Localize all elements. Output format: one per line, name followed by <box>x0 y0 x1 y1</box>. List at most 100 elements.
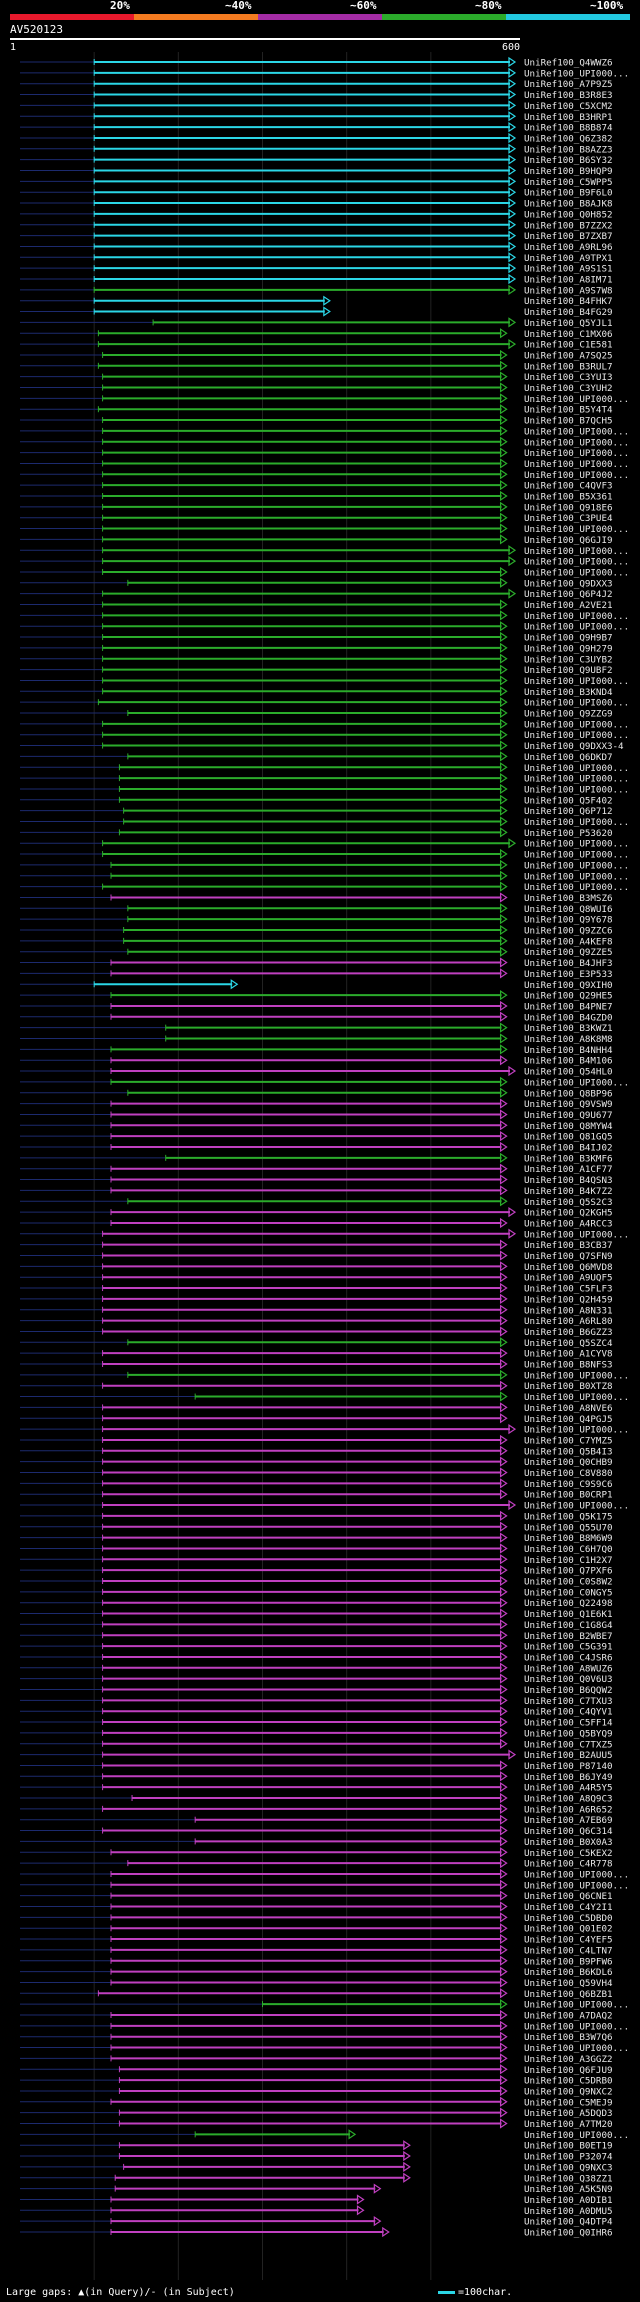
hit-label[interactable]: UniRef100_A3GGZ2 <box>524 2054 613 2065</box>
hit-label[interactable]: UniRef100_B3W7Q6 <box>524 2032 613 2043</box>
hit-label[interactable]: UniRef100_C3UYB2 <box>524 654 613 665</box>
hit-label[interactable]: UniRef100_C4JSR6 <box>524 1652 613 1663</box>
hit-label[interactable]: UniRef100_UPI000... <box>524 1229 629 1240</box>
hit-label[interactable]: UniRef100_B4JHF3 <box>524 958 613 969</box>
hit-label[interactable]: UniRef100_Q5K175 <box>524 1511 613 1522</box>
hit-label[interactable]: UniRef100_B4IJ02 <box>524 1143 613 1154</box>
hit-label[interactable]: UniRef100_P87140 <box>524 1761 613 1772</box>
hit-label[interactable]: UniRef100_C3YUH2 <box>524 383 613 394</box>
hit-label[interactable]: UniRef100_A0DMU5 <box>524 2206 613 2217</box>
hit-label[interactable]: UniRef100_B7ZXB7 <box>524 231 613 242</box>
hit-label[interactable]: UniRef100_B5Y4T4 <box>524 405 613 416</box>
hit-label[interactable]: UniRef100_B4PNE7 <box>524 1001 613 1012</box>
hit-label[interactable]: UniRef100_A8Q9C3 <box>524 1794 613 1805</box>
hit-label[interactable]: UniRef100_C1H2X7 <box>524 1555 613 1566</box>
hit-label[interactable]: UniRef100_E3P533 <box>524 969 613 980</box>
hit-label[interactable]: UniRef100_Q9ZZE5 <box>524 947 613 958</box>
hit-label[interactable]: UniRef100_UPI000... <box>524 567 629 578</box>
hit-label[interactable]: UniRef100_Q6DKD7 <box>524 752 613 763</box>
hit-label[interactable]: UniRef100_Q4DTP4 <box>524 2217 613 2228</box>
hit-label[interactable]: UniRef100_C5KEX2 <box>524 1848 613 1859</box>
hit-label[interactable]: UniRef100_P32074 <box>524 2152 613 2163</box>
hit-label[interactable]: UniRef100_C5XCM2 <box>524 101 613 112</box>
hit-label[interactable]: UniRef100_Q5B4I3 <box>524 1446 613 1457</box>
hit-label[interactable]: UniRef100_UPI000... <box>524 850 629 861</box>
hit-label[interactable]: UniRef100_Q59VH4 <box>524 1978 613 1989</box>
hit-label[interactable]: UniRef100_B4QSN3 <box>524 1175 613 1186</box>
hit-label[interactable]: UniRef100_P53620 <box>524 828 613 839</box>
hit-label[interactable]: UniRef100_B2AUU5 <box>524 1750 613 1761</box>
hit-label[interactable]: UniRef100_C1G8G4 <box>524 1620 613 1631</box>
hit-label[interactable]: UniRef100_B4FG29 <box>524 307 613 318</box>
hit-label[interactable]: UniRef100_Q8WUI6 <box>524 904 613 915</box>
hit-label[interactable]: UniRef100_Q4PGJ5 <box>524 1414 613 1425</box>
hit-label[interactable]: UniRef100_C5FF14 <box>524 1718 613 1729</box>
hit-label[interactable]: UniRef100_B3CB37 <box>524 1240 613 1251</box>
hit-label[interactable]: UniRef100_Q2H459 <box>524 1294 613 1305</box>
hit-label[interactable]: UniRef100_Q38ZZ1 <box>524 2173 613 2184</box>
hit-label[interactable]: UniRef100_A4KEF8 <box>524 936 613 947</box>
hit-label[interactable]: UniRef100_B0CRP1 <box>524 1490 613 1501</box>
hit-label[interactable]: UniRef100_A8NVE6 <box>524 1403 613 1414</box>
hit-label[interactable]: UniRef100_A7SQ25 <box>524 350 613 361</box>
hit-label[interactable]: UniRef100_Q55U70 <box>524 1522 613 1533</box>
hit-label[interactable]: UniRef100_C7TXZ5 <box>524 1739 613 1750</box>
hit-label[interactable]: UniRef100_C5FLF3 <box>524 1284 613 1295</box>
hit-label[interactable]: UniRef100_Q9H9B7 <box>524 633 613 644</box>
hit-label[interactable]: UniRef100_UPI000... <box>524 882 629 893</box>
hit-label[interactable]: UniRef100_Q1E6K1 <box>524 1609 613 1620</box>
hit-label[interactable]: UniRef100_B3R8E3 <box>524 90 613 101</box>
hit-label[interactable]: UniRef100_Q9NXC2 <box>524 2086 613 2097</box>
hit-label[interactable]: UniRef100_A7DAQ2 <box>524 2011 613 2022</box>
hit-label[interactable]: UniRef100_Q6C314 <box>524 1826 613 1837</box>
hit-label[interactable]: UniRef100_B3RUL7 <box>524 361 613 372</box>
hit-label[interactable]: UniRef100_A8IM71 <box>524 275 613 286</box>
hit-label[interactable]: UniRef100_Q6MVD8 <box>524 1262 613 1273</box>
hit-label[interactable]: UniRef100_UPI000... <box>524 394 629 405</box>
hit-label[interactable]: UniRef100_C5DBD0 <box>524 1913 613 1924</box>
hit-label[interactable]: UniRef100_UPI000... <box>524 459 629 470</box>
hit-label[interactable]: UniRef100_A2VE21 <box>524 600 613 611</box>
hit-label[interactable]: UniRef100_Q0CHB9 <box>524 1457 613 1468</box>
hit-label[interactable]: UniRef100_UPI000... <box>524 2130 629 2141</box>
hit-label[interactable]: UniRef100_C3YUI3 <box>524 372 613 383</box>
hit-label[interactable]: UniRef100_B6KDL6 <box>524 1967 613 1978</box>
hit-label[interactable]: UniRef100_B0XTZ8 <box>524 1381 613 1392</box>
hit-label[interactable]: UniRef100_Q0IHR6 <box>524 2228 613 2239</box>
hit-label[interactable]: UniRef100_C4QVF3 <box>524 481 613 492</box>
hit-label[interactable]: UniRef100_B6SY32 <box>524 155 613 166</box>
hit-label[interactable]: UniRef100_UPI000... <box>524 546 629 557</box>
hit-label[interactable]: UniRef100_C7YMZ5 <box>524 1435 613 1446</box>
hit-label[interactable]: UniRef100_B5X361 <box>524 492 613 503</box>
hit-label[interactable]: UniRef100_A1CF77 <box>524 1164 613 1175</box>
hit-label[interactable]: UniRef100_Q81GQ5 <box>524 1132 613 1143</box>
hit-label[interactable]: UniRef100_Q9XIH0 <box>524 980 613 991</box>
hit-label[interactable]: UniRef100_Q4WWZ6 <box>524 58 613 69</box>
hit-label[interactable]: UniRef100_B8AJK8 <box>524 199 613 210</box>
hit-label[interactable]: UniRef100_C1E581 <box>524 340 613 351</box>
hit-label[interactable]: UniRef100_A6RL80 <box>524 1316 613 1327</box>
hit-label[interactable]: UniRef100_C9S9C6 <box>524 1479 613 1490</box>
hit-label[interactable]: UniRef100_B0ET19 <box>524 2141 613 2152</box>
hit-label[interactable]: UniRef100_UPI000... <box>524 719 629 730</box>
hit-label[interactable]: UniRef100_UPI000... <box>524 2043 629 2054</box>
hit-label[interactable]: UniRef100_UPI000... <box>524 2000 629 2011</box>
hit-label[interactable]: UniRef100_B8M6W9 <box>524 1533 613 1544</box>
hit-label[interactable]: UniRef100_B4FHK7 <box>524 296 613 307</box>
hit-label[interactable]: UniRef100_Q6FJU9 <box>524 2065 613 2076</box>
hit-label[interactable]: UniRef100_C4YEF5 <box>524 1935 613 1946</box>
hit-label[interactable]: UniRef100_A0DIB1 <box>524 2195 613 2206</box>
hit-label[interactable]: UniRef100_Q9NXC3 <box>524 2162 613 2173</box>
hit-label[interactable]: UniRef100_B9F6L0 <box>524 188 613 199</box>
hit-label[interactable]: UniRef100_C5G391 <box>524 1642 613 1653</box>
hit-label[interactable]: UniRef100_UPI000... <box>524 1392 629 1403</box>
hit-label[interactable]: UniRef100_A9S1S1 <box>524 264 613 275</box>
hit-label[interactable]: UniRef100_A8WUZ6 <box>524 1663 613 1674</box>
hit-label[interactable]: UniRef100_UPI000... <box>524 676 629 687</box>
hit-label[interactable]: UniRef100_A5K5N9 <box>524 2184 613 2195</box>
hit-label[interactable]: UniRef100_Q8BP96 <box>524 1088 613 1099</box>
hit-label[interactable]: UniRef100_Q9UBF2 <box>524 665 613 676</box>
hit-label[interactable]: UniRef100_B9PFW6 <box>524 1956 613 1967</box>
hit-label[interactable]: UniRef100_Q5YJL1 <box>524 318 613 329</box>
hit-label[interactable]: UniRef100_C8V880 <box>524 1468 613 1479</box>
